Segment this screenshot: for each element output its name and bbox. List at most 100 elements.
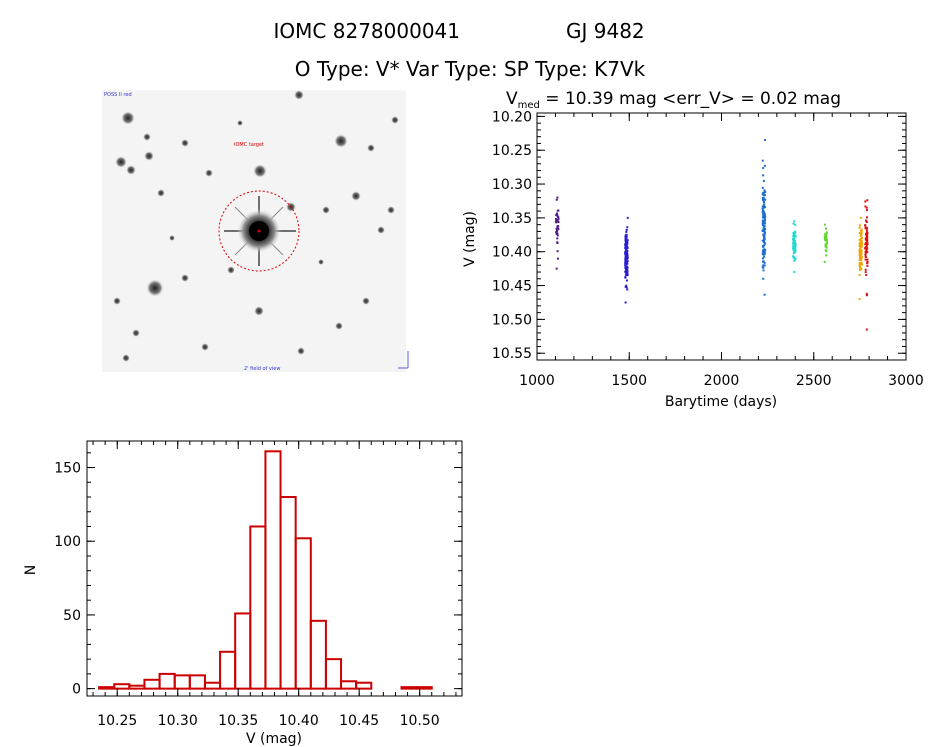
lightcurve-point — [792, 237, 795, 240]
hist-x-tick-label: 10.30 — [158, 713, 198, 729]
field-star — [335, 322, 343, 330]
lightcurve-point — [792, 255, 795, 258]
lightcurve-point — [794, 223, 797, 226]
lightcurve-point — [761, 216, 764, 219]
lightcurve-point — [860, 261, 863, 264]
lightcurve-point — [825, 239, 828, 242]
lightcurve-point — [858, 264, 861, 267]
lightcurve-point — [626, 246, 629, 249]
lightcurve-point — [859, 250, 862, 253]
lightcurve-point — [625, 279, 628, 282]
lightcurve-point — [865, 233, 868, 236]
hist-y-tick-label: 50 — [63, 608, 81, 624]
y-tick-label: 10.35 — [492, 211, 532, 227]
lightcurve-point — [556, 241, 559, 244]
lightcurve-point — [762, 260, 765, 263]
lightcurve-point — [858, 256, 861, 259]
lightcurve-point — [764, 248, 767, 251]
lightcurve-point — [794, 248, 797, 251]
lightcurve-point — [793, 243, 796, 246]
histogram-bar — [400, 686, 418, 690]
lightcurve-point — [864, 258, 867, 261]
lightcurve-point — [865, 229, 868, 232]
lightcurve-point — [763, 203, 766, 206]
lightcurve-point — [864, 253, 867, 256]
lightcurve-point — [866, 247, 869, 250]
lightcurve-point — [624, 236, 627, 239]
lightcurve-point — [557, 217, 560, 220]
lightcurve-point — [762, 266, 765, 269]
lightcurve-point — [860, 267, 863, 270]
lightcurve-point — [859, 241, 862, 244]
lightcurve-point — [859, 257, 862, 260]
y-tick-label: 10.45 — [492, 279, 532, 295]
lightcurve-point — [762, 204, 765, 207]
lightcurve-point — [624, 253, 627, 256]
lightcurve-point — [625, 256, 628, 259]
x-tick-label: 3000 — [888, 373, 924, 389]
lightcurve-point — [762, 174, 765, 177]
lightcurve-point — [556, 250, 559, 253]
x-tick-label: 2000 — [704, 373, 740, 389]
lightcurve-point — [792, 247, 795, 250]
lightcurve-point — [624, 263, 627, 266]
lightcurve-point — [864, 242, 867, 245]
image-label-target: IOMC target — [234, 142, 264, 148]
x-tick-label: 1000 — [519, 373, 555, 389]
lightcurve-point — [865, 328, 868, 331]
lightcurve-point — [858, 224, 861, 227]
histogram-bar — [128, 684, 146, 690]
lightcurve-point — [763, 238, 766, 241]
lightcurve-point — [860, 246, 863, 249]
lightcurve-point — [864, 256, 867, 259]
lightcurve-point — [556, 209, 559, 212]
lightcurve-point — [793, 271, 796, 274]
field-star — [318, 259, 324, 265]
field-star — [294, 90, 304, 100]
lightcurve-point — [763, 261, 766, 264]
lightcurve-point — [825, 254, 828, 257]
histogram-ylabel: N — [23, 565, 39, 575]
field-star — [362, 297, 370, 305]
lightcurve-point — [866, 216, 869, 219]
histogram-bar — [264, 450, 282, 690]
lightcurve-point — [762, 214, 765, 217]
sky-image-panel: POSS II red IOMC target 2' field of view — [102, 90, 409, 372]
lightcurve-point — [792, 232, 795, 235]
lightcurve-point — [858, 266, 861, 269]
lightcurve-point — [794, 242, 797, 245]
field-stars — [113, 90, 399, 362]
lightcurve-point — [823, 233, 826, 236]
lightcurve-point — [793, 251, 796, 254]
lightcurve-point — [625, 228, 628, 231]
lightcurve-point — [866, 230, 869, 233]
lightcurve-point — [763, 253, 766, 256]
histogram-bar — [249, 525, 267, 690]
lightcurve-point — [794, 250, 797, 253]
lightcurve-point — [864, 200, 867, 203]
lightcurve-point — [793, 249, 796, 252]
lightcurve-point — [860, 259, 863, 262]
lightcurve-point — [792, 222, 795, 225]
lightcurve-point — [764, 222, 767, 225]
lightcurve-point — [865, 206, 868, 209]
lightcurve-point — [557, 216, 560, 219]
histogram-bar — [340, 680, 358, 690]
lightcurve-point — [763, 189, 766, 192]
lightcurve-point — [624, 273, 627, 276]
lightcurve-point — [792, 245, 795, 248]
lightcurve-point — [625, 238, 628, 241]
histogram-bar — [158, 672, 176, 690]
lightcurve-point — [625, 271, 628, 274]
lightcurve-series — [858, 216, 864, 301]
field-star — [387, 206, 395, 214]
lightcurve-point — [624, 239, 627, 242]
lightcurve-point — [762, 229, 765, 232]
lightcurve-point — [762, 269, 765, 272]
lightcurve-point — [624, 251, 627, 254]
field-star — [391, 116, 399, 124]
type-info-label: O Type: V* Var Type: SP Type: K7Vk — [295, 57, 646, 81]
lightcurve-point — [858, 248, 861, 251]
lightcurve-point — [556, 226, 559, 229]
field-star — [146, 279, 164, 297]
